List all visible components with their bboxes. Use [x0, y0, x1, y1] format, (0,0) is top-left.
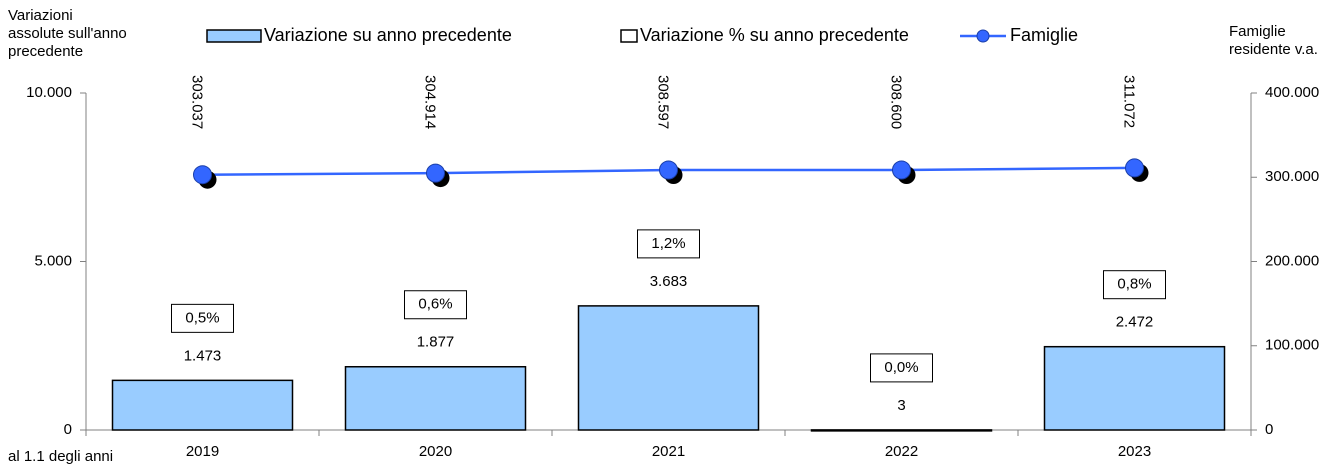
bar — [111, 379, 294, 431]
legend-label: Variazione % su anno precedente — [640, 25, 909, 45]
line-value-label: 308.600 — [888, 75, 905, 129]
line-value-label: 304.914 — [422, 75, 439, 129]
y2-tick-label: 100.000 — [1265, 337, 1319, 354]
bar-value-label: 3.683 — [650, 273, 688, 290]
bar — [1043, 345, 1226, 431]
legend-swatch — [206, 29, 262, 43]
percent-box — [637, 229, 700, 259]
y2-tick-label: 0 — [1265, 421, 1273, 438]
legend-swatch — [620, 29, 638, 43]
marker — [892, 160, 911, 180]
legend-marker — [976, 29, 990, 43]
line-value-label: 311.072 — [1121, 75, 1138, 128]
percent-label: 0,8% — [1117, 276, 1151, 293]
percent-box — [404, 290, 467, 320]
legend-label: Variazione su anno precedente — [264, 25, 512, 45]
x-tick-label: 2020 — [419, 443, 452, 460]
y-tick-label: 0 — [64, 421, 72, 438]
marker — [426, 163, 445, 183]
y-axis-label: Variazioni — [8, 7, 73, 24]
percent-label: 0,5% — [185, 309, 219, 326]
bar-value-label: 1.473 — [184, 347, 222, 364]
y2-axis-label: Famiglie — [1229, 23, 1286, 40]
marker — [659, 160, 678, 180]
x-tick-label: 2021 — [652, 443, 685, 460]
x-axis-label: al 1.1 degli anni — [8, 448, 113, 465]
bar-value-label: 3 — [897, 397, 905, 414]
x-tick-label: 2023 — [1118, 443, 1151, 460]
marker — [193, 165, 212, 185]
bar — [577, 305, 760, 431]
y-tick-label: 5.000 — [34, 252, 72, 269]
y2-tick-label: 300.000 — [1265, 168, 1319, 185]
y-axis-label: assolute sull'anno — [8, 25, 127, 42]
y2-axis-label: residente v.a. — [1229, 41, 1318, 58]
bar-value-label: 1.877 — [417, 334, 455, 351]
percent-label: 0,0% — [884, 359, 918, 376]
y2-tick-label: 200.000 — [1265, 252, 1319, 269]
y-axis-label: precedente — [8, 43, 83, 60]
x-tick-label: 2019 — [186, 443, 219, 460]
line-value-label: 303.037 — [189, 75, 206, 129]
line-value-label: 308.597 — [655, 75, 672, 129]
percent-label: 0,6% — [418, 296, 452, 313]
percent-label: 1,2% — [651, 235, 685, 252]
bar-value-label: 2.472 — [1116, 314, 1154, 331]
bar — [344, 365, 527, 431]
percent-box — [870, 353, 933, 383]
legend-label: Famiglie — [1010, 25, 1078, 45]
percent-box — [1103, 270, 1166, 300]
percent-box — [171, 303, 234, 333]
x-tick-label: 2022 — [885, 443, 918, 460]
bar — [810, 429, 993, 432]
y-tick-label: 10.000 — [26, 84, 72, 101]
marker — [1125, 158, 1144, 178]
y2-tick-label: 400.000 — [1265, 84, 1319, 101]
